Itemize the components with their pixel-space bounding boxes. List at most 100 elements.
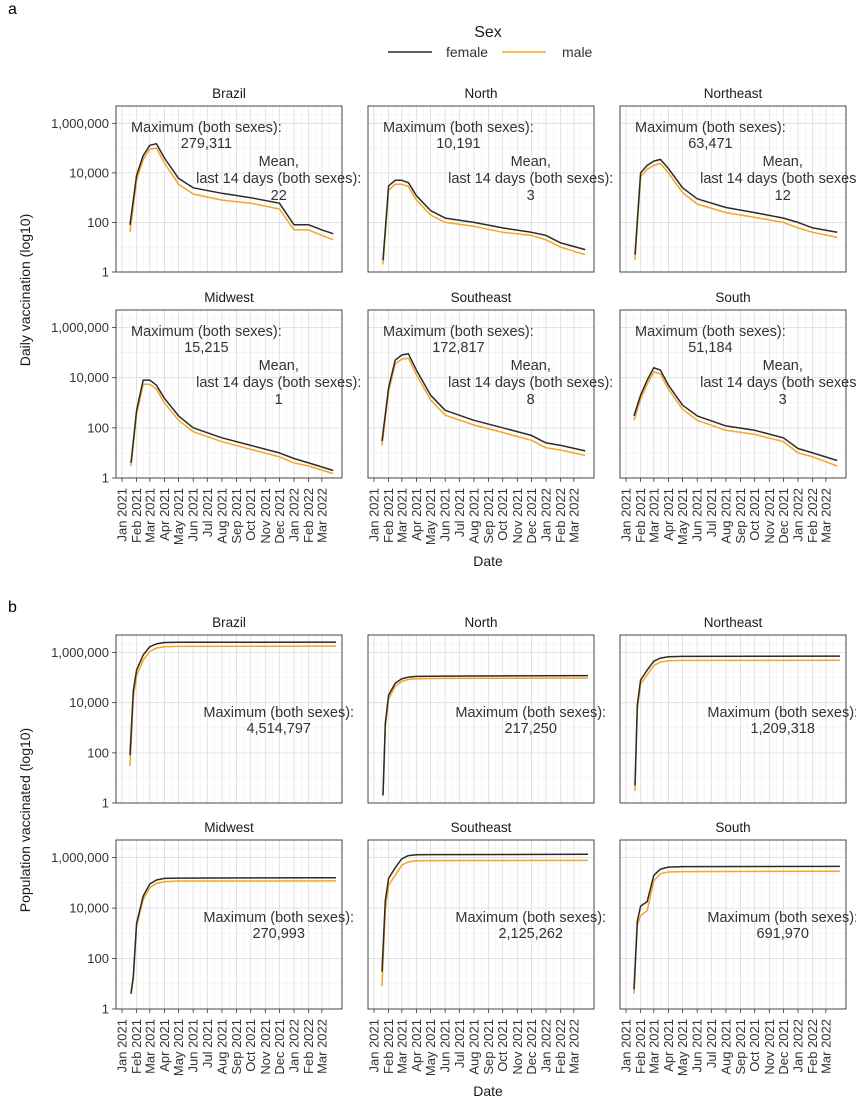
- panel-b-midwest-max-label: Maximum (both sexes):: [203, 910, 354, 926]
- panel-a-north-mean-label-2: last 14 days (both sexes):: [448, 171, 613, 187]
- panel-a-south-x-tick-label: May 2021: [675, 488, 690, 545]
- panel-a-brazil-y-tick-label: 100: [87, 215, 109, 230]
- panel-b-brazil-series-male: [129, 645, 337, 767]
- panel-a-brazil-y-tick-label: 1,000,000: [51, 116, 109, 131]
- panel-a-midwest-mean-label-2: last 14 days (both sexes):: [196, 375, 361, 391]
- panel-a-midwest-x-tick-label: Jan 2022: [287, 488, 302, 542]
- panel-b-brazil-series-female: [129, 641, 337, 756]
- panel-b-southeast-max-value: 2,125,262: [498, 926, 563, 942]
- panel-a-northeast-panel-border: [619, 105, 847, 273]
- panel-a-southeast-series-female: [381, 353, 586, 452]
- legend-label-female: female: [446, 44, 488, 60]
- panel-a-northeast-facet: Northeast Maximum (both sexes):63,471 Mean…: [619, 86, 856, 273]
- panel-a-midwest-y-tick-label: 100: [87, 420, 109, 435]
- panel-a-southeast-mean-label-2: last 14 days (both sexes):: [448, 375, 613, 391]
- panel-b-southeast-x-tick-label: Nov 2021: [510, 1019, 525, 1075]
- panel-b-southeast-x-tick-label: May 2021: [423, 1019, 438, 1076]
- panel-b-north-max-label: Maximum (both sexes):: [455, 705, 606, 721]
- panel-a-northeast-mean-value: 12: [775, 188, 791, 204]
- panel-a-south-x-tick-label: Mar 2022: [818, 488, 833, 543]
- legend: Sex female male: [388, 24, 593, 60]
- panel-b-south-x-tick-label: Mar 2021: [646, 1019, 661, 1074]
- panel-b-south-x-tick-label: Dec 2021: [776, 1019, 791, 1075]
- panel-a-northeast-mean-label: Mean,: [763, 154, 803, 170]
- panel-a-south-mean-label-2: last 14 days (both sexes):: [700, 375, 856, 391]
- panel-a-southeast-title: Southeast: [451, 290, 512, 305]
- panel-a-southeast-x-tick-label: Feb 2021: [381, 488, 396, 543]
- panel-a-south-x-tick-label: Jul 2021: [704, 488, 719, 537]
- panel-a-southeast-x-tick-label: Mar 2022: [566, 488, 581, 543]
- panel-a-northeast-max-label: Maximum (both sexes):: [635, 120, 786, 136]
- panel-a-brazil-mean-label: Mean,: [259, 154, 299, 170]
- panel-b-midwest-y-tick-label: 100: [87, 951, 109, 966]
- panel-b-south-x-tick-label: May 2021: [675, 1019, 690, 1076]
- panel-b-south-x-tick-label: Jun 2021: [690, 1019, 705, 1073]
- panel-a-southeast-facet: Southeast Maximum (both sexes):172,817 Mea…: [367, 290, 614, 545]
- panel-a-northeast-series-female: [634, 158, 838, 255]
- panel-a-brazil-y-tick-label: 10,000: [69, 165, 109, 180]
- panel-b-southeast-x-tick-label: Jul 2021: [452, 1019, 467, 1068]
- panel-a-northeast-mean-label-2: last 14 days (both sexes):: [700, 171, 856, 187]
- panel-b-northeast-series-female: [634, 655, 841, 786]
- panel-b-southeast-x-tick-label: Apr 2021: [409, 1019, 424, 1072]
- panel-b-southeast-x-tick-label: Feb 2022: [553, 1019, 568, 1074]
- panel-a-y-axis-title: Daily vaccination (log10): [17, 214, 33, 367]
- panel-a-south-max-label: Maximum (both sexes):: [635, 324, 786, 340]
- panel-b-southeast-x-tick-label: Jan 2021: [367, 1019, 382, 1073]
- panel-a-south-x-tick-label: Jan 2022: [791, 488, 806, 542]
- panel-a-north-series-female: [382, 179, 586, 261]
- panel-b-southeast-panel-border: [367, 839, 595, 1010]
- panel-a-south-max-value: 51,184: [688, 340, 732, 356]
- panel-a-midwest-series-female: [130, 379, 334, 472]
- panel-b-south-max-label: Maximum (both sexes):: [707, 910, 856, 926]
- panel-b-northeast-max-value: 1,209,318: [750, 721, 815, 737]
- panel-b-brazil-y-tick-label: 10,000: [69, 695, 109, 710]
- panel-a-midwest-x-tick-label: Sep 2021: [229, 488, 244, 544]
- panel-b-southeast-x-tick-label: Mar 2022: [566, 1019, 581, 1074]
- panel-a-south-x-tick-label: Oct 2021: [747, 488, 762, 541]
- panel-b-midwest-title: Midwest: [204, 820, 254, 835]
- panel-a-midwest-x-tick-label: Apr 2021: [157, 488, 172, 541]
- panel-a-midwest-x-tick-label: Jul 2021: [200, 488, 215, 537]
- panel-a-midwest-max-value: 15,215: [184, 340, 228, 356]
- panel-b-brazil-max-label: Maximum (both sexes):: [203, 705, 354, 721]
- panel-a-north-mean-label: Mean,: [511, 154, 551, 170]
- panel-b-midwest-max-value: 270,993: [253, 926, 305, 942]
- panel-b-south-max-value: 691,970: [757, 926, 809, 942]
- panel-a-brazil-panel-border: [115, 105, 343, 273]
- panel-a-brazil-series-female: [129, 142, 334, 235]
- panel-a-midwest-x-tick-label: Feb 2022: [301, 488, 316, 543]
- panel-a-south-series-female: [633, 366, 838, 462]
- panel-a-south-mean-label: Mean,: [763, 358, 803, 374]
- panel-a-midwest-x-tick-label: Mar 2021: [142, 488, 157, 543]
- panel-a-brazil-mean-label-2: last 14 days (both sexes):: [196, 171, 361, 187]
- panel-a-southeast-x-tick-label: Dec 2021: [524, 488, 539, 544]
- panel-b-southeast-x-tick-label: Aug 2021: [466, 1019, 481, 1075]
- panel-b-southeast-facet: Southeast Maximum (both sexes):2,125,262 J…: [367, 820, 607, 1076]
- panel-b-south-x-tick-label: Feb 2021: [633, 1019, 648, 1074]
- panel-a-brazil-max-value: 279,311: [181, 136, 232, 152]
- panel-b-southeast-x-tick-label: Sep 2021: [481, 1019, 496, 1075]
- panel-b-north-title: North: [464, 615, 497, 630]
- panel-a-midwest-x-tick-label: Nov 2021: [258, 488, 273, 544]
- panel-a-midwest-x-tick-label: Oct 2021: [243, 488, 258, 541]
- legend-title: Sex: [474, 24, 502, 41]
- panel-a-north-mean-value: 3: [527, 188, 535, 204]
- panel-b-north-panel-border: [367, 634, 595, 804]
- panel-b-south-x-tick-label: Jan 2022: [791, 1019, 806, 1073]
- panel-b-northeast-panel-border: [619, 634, 847, 804]
- panel-b-southeast-x-tick-label: Dec 2021: [524, 1019, 539, 1075]
- panel-b-midwest-y-tick-label: 1: [102, 1002, 109, 1017]
- panel-a-brazil-max-label: Maximum (both sexes):: [131, 120, 282, 136]
- panel-a-southeast-max-value: 172,817: [432, 340, 484, 356]
- panel-a-midwest-max-label: Maximum (both sexes):: [131, 324, 282, 340]
- panel-b-y-axis-title: Population vaccinated (log10): [17, 728, 33, 912]
- panel-a-midwest-y-tick-label: 10,000: [69, 370, 109, 385]
- legend-label-male: male: [562, 44, 593, 60]
- panel-b-x-axis-title: Date: [473, 1083, 503, 1099]
- panel-a-southeast-x-tick-label: Sep 2021: [481, 488, 496, 544]
- panel-b-midwest-x-tick-label: Apr 2021: [157, 1019, 172, 1072]
- panel-a-southeast-mean-value: 8: [527, 392, 535, 408]
- panel-a-southeast-x-tick-label: Nov 2021: [510, 488, 525, 544]
